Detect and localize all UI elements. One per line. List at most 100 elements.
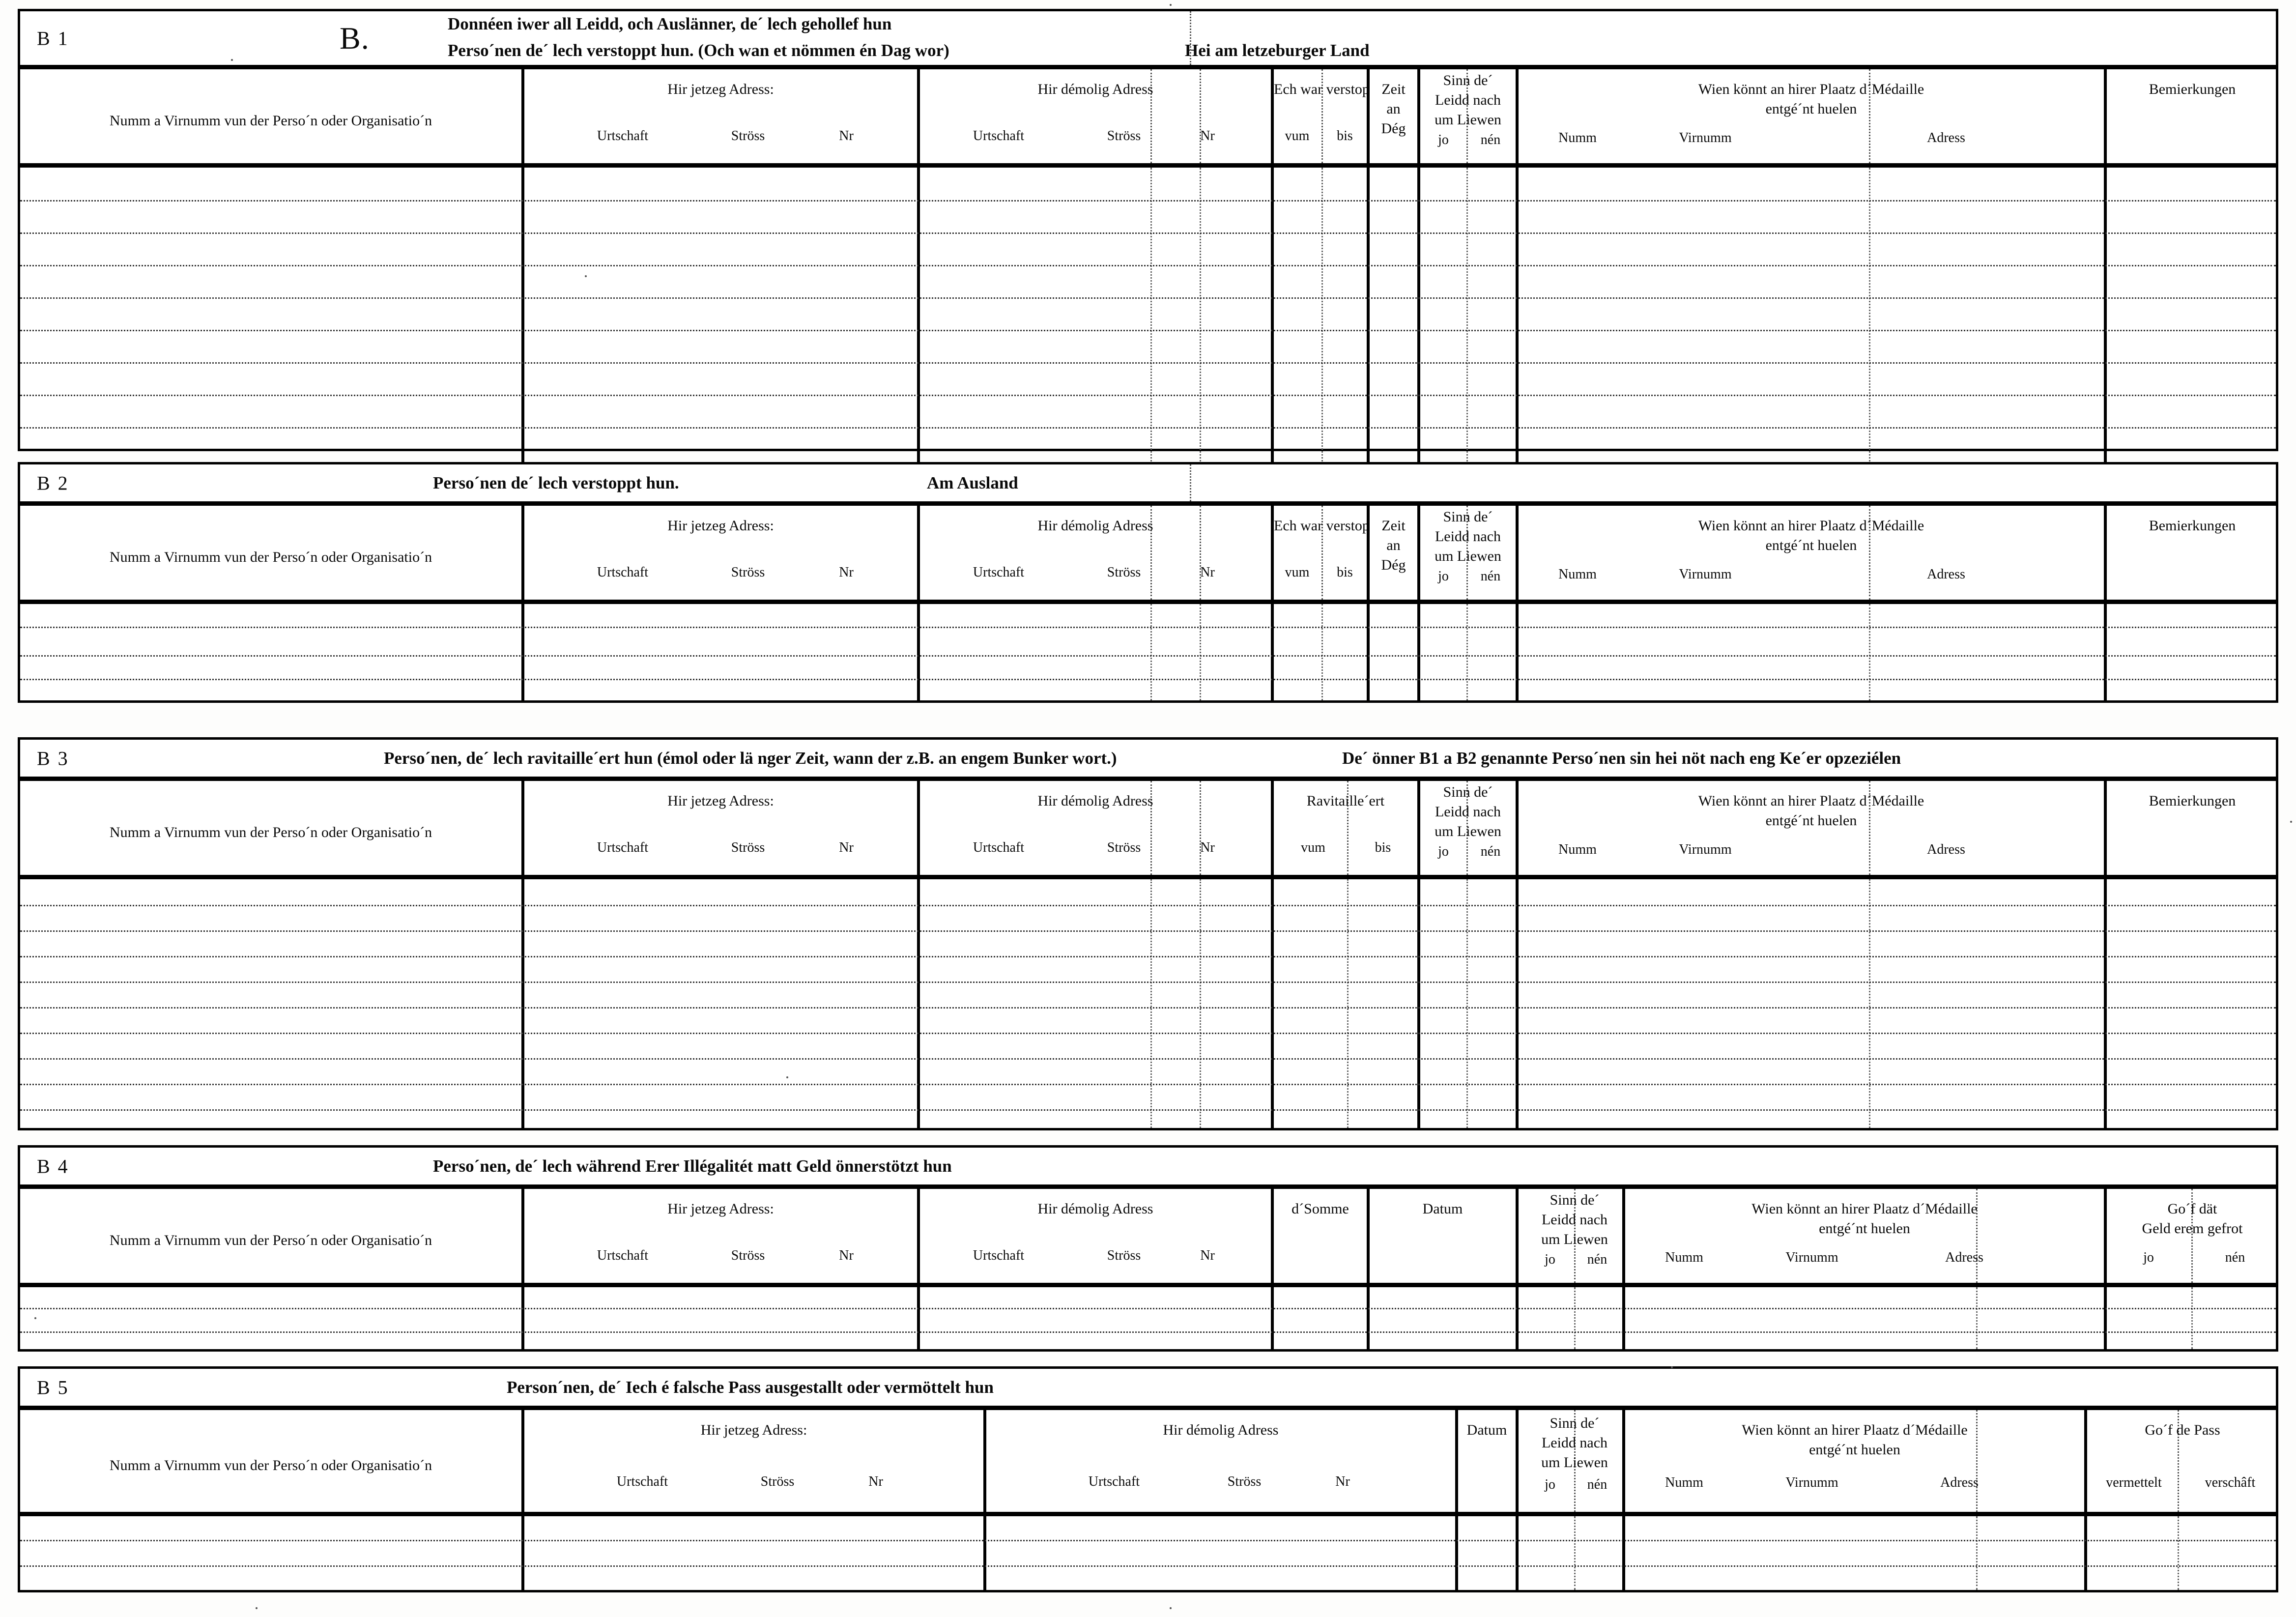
col-sep — [2104, 168, 2107, 465]
returned-no: nén — [2225, 1250, 2245, 1265]
passport-line1: Go´f de Pass — [2145, 1422, 2220, 1438]
medal-virnumm: Virnumm — [1679, 567, 1732, 582]
col-address-now: Hir jetzeg Adress: Urtschaft Ströss Nr — [524, 1410, 983, 1512]
col-person-name: Numm a Virnumm vun der Perso´n oder Orga… — [20, 1410, 521, 1512]
addr-then-label: Hir démolig Adress — [1037, 1201, 1153, 1217]
col-sep — [1516, 506, 1519, 600]
col-address-then: Hir démolig Adress Urtschaft Ströss Nr — [986, 1410, 1455, 1512]
col-address-now: Hir jetzeg Adress: Urtschaft Ströss Nr — [524, 1189, 917, 1283]
band-divider — [1190, 11, 1191, 65]
addr-now-label: Hir jetzeg Adress: — [667, 518, 774, 534]
b1-data-rows[interactable] — [20, 168, 2276, 465]
col-address-now: Hir jetzeg Adress: Urtschaft Ströss Nr — [524, 781, 917, 875]
b4-title-band: B 4 Perso´nen, de´ lech während Erer Ill… — [20, 1148, 2276, 1189]
sub-nr: Nr — [1200, 128, 1215, 144]
col-sep-dotted — [1466, 69, 1468, 163]
medal-line2: entgé´nt huelen — [1765, 101, 1857, 117]
write-rule — [20, 1540, 2276, 1541]
col-person-name: Numm a Virnumm vun der Perso´n oder Orga… — [20, 506, 521, 600]
b3-data-rows[interactable] — [20, 879, 2276, 1128]
col-still-alive: Sinn de´ Leidd nach um Liewen jo nén — [1420, 781, 1516, 875]
col-sep — [1367, 1189, 1370, 1283]
addr-then-label: Hir démolig Adress — [1037, 518, 1153, 534]
col-sep — [1516, 781, 1519, 875]
remarks-label: Bemierkungen — [2149, 81, 2236, 97]
col-person-name-label: Numm a Virnumm vun der Perso´n oder Orga… — [109, 1457, 432, 1473]
col-sep — [1367, 69, 1370, 163]
b4-data-rows[interactable] — [20, 1287, 2276, 1349]
sub-urtschaft: Urtschaft — [597, 1248, 649, 1263]
write-rule — [20, 1331, 2276, 1333]
b1-code: B 1 — [37, 27, 69, 49]
medal-virnumm: Virnumm — [1679, 842, 1732, 857]
col-sep — [2104, 879, 2107, 1128]
medal-numm: Numm — [1665, 1475, 1703, 1490]
col-sep — [1516, 1189, 1519, 1283]
col-sep-dotted — [1321, 69, 1323, 163]
col-sep — [521, 604, 524, 700]
write-rule — [20, 362, 2276, 364]
section-b5: B 5 Person´nen, de´ Iech é falsche Pass … — [18, 1366, 2278, 1592]
col-passport-source: Go´f de Pass vermettelt verschâft — [2087, 1410, 2278, 1512]
medal-line1: Wien könnt an hirer Plaatz d´Médaille — [1698, 793, 1924, 809]
write-rule — [20, 427, 2276, 429]
section-b1: B 1 B. Donnéen iwer all Leidd, och Auslä… — [18, 9, 2278, 465]
alive-no: nén — [1480, 844, 1501, 859]
write-rule — [20, 627, 2276, 628]
write-rule — [20, 905, 2276, 906]
period-to: bis — [1337, 128, 1353, 144]
alive-no: nén — [1480, 132, 1501, 147]
write-rule — [20, 1565, 2276, 1567]
col-sep-dotted — [1321, 604, 1323, 700]
col-sep — [1271, 1287, 1274, 1349]
medal-virnumm: Virnumm — [1785, 1250, 1838, 1265]
medal-line1: Wien könnt an hirer Plaatz d´Médaille — [1698, 518, 1924, 534]
col-money-returned: Go´f dät Geld erem gefrot jo nén — [2107, 1189, 2278, 1283]
col-remarks: Bemierkungen — [2107, 506, 2278, 600]
col-sep — [1271, 1189, 1274, 1283]
col-sep-dotted — [2178, 1410, 2179, 1512]
period-group-label: Ravitaille´ert — [1306, 793, 1385, 809]
passport-mediated: vermettelt — [2106, 1475, 2162, 1490]
b4-header-row: Numm a Virnumm vun der Perso´n oder Orga… — [20, 1189, 2276, 1287]
write-rule — [20, 982, 2276, 983]
b5-code: B 5 — [37, 1376, 69, 1398]
sub-nr: Nr — [839, 128, 854, 144]
section-b4: B 4 Perso´nen, de´ lech während Erer Ill… — [18, 1145, 2278, 1352]
sub-nr: Nr — [839, 1248, 854, 1263]
alive-line3: um Liewen — [1541, 1454, 1608, 1471]
col-date: Datum — [1370, 1189, 1516, 1283]
col-sep-dotted — [1200, 506, 1201, 600]
medal-adress: Adress — [1927, 567, 1965, 582]
passport-procured: verschâft — [2205, 1475, 2256, 1490]
medal-virnumm: Virnumm — [1785, 1475, 1838, 1490]
write-rule — [20, 930, 2276, 932]
period-to: bis — [1337, 565, 1353, 580]
col-sep-dotted — [1466, 168, 1468, 465]
b5-header-row: Numm a Virnumm vun der Perso´n oder Orga… — [20, 1410, 2276, 1516]
sub-urtschaft: Urtschaft — [597, 565, 649, 580]
col-sep — [1622, 1287, 1625, 1349]
medal-numm: Numm — [1665, 1250, 1703, 1265]
b2-data-rows[interactable] — [20, 604, 2276, 700]
col-sep — [1417, 604, 1420, 700]
alive-line1: Sinn de´ — [1550, 1415, 1600, 1431]
col-sep-dotted — [1869, 168, 1870, 465]
col-address-then: Hir démolig Adress Urtschaft Ströss Nr — [920, 69, 1271, 163]
col-sep-dotted — [1869, 604, 1870, 700]
alive-line3: um Liewen — [1435, 823, 1501, 839]
b5-data-rows[interactable] — [20, 1516, 2276, 1590]
col-medal-proxy: Wien könnt an hirer Plaatz d´Médaille en… — [1519, 506, 2104, 600]
col-sep — [917, 168, 920, 465]
col-sep-dotted — [1869, 781, 1870, 875]
col-sep — [2104, 1287, 2107, 1349]
col-person-name: Numm a Virnumm vun der Perso´n oder Orga… — [20, 1189, 521, 1283]
col-still-alive: Sinn de´ Leidd nach um Liewen jo nén — [1420, 506, 1516, 600]
date-label: Datum — [1466, 1422, 1507, 1438]
medal-numm: Numm — [1558, 842, 1597, 857]
b3-header-row: Numm a Virnumm vun der Perso´n oder Orga… — [20, 781, 2276, 879]
amount-label: d´Somme — [1292, 1201, 1349, 1217]
col-sep-dotted — [1321, 506, 1323, 600]
write-rule — [20, 297, 2276, 299]
